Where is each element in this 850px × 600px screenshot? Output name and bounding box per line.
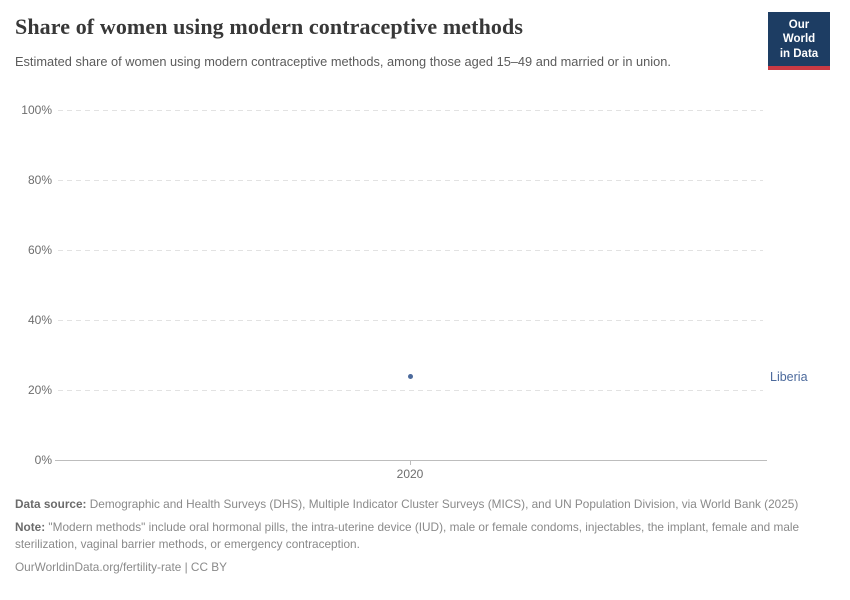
data-source-label: Data source:	[15, 497, 87, 511]
x-axis-tick	[410, 461, 411, 465]
x-axis-line	[55, 460, 767, 461]
note-line: Note: "Modern methods" include oral horm…	[15, 519, 805, 553]
entity-label-liberia[interactable]: Liberia	[770, 370, 808, 384]
y-axis-tick-label: 80%	[27, 173, 52, 187]
gridline-60	[58, 250, 763, 251]
note-text: "Modern methods" include oral hormonal p…	[15, 520, 800, 552]
page-title: Share of women using modern contraceptiv…	[15, 14, 524, 39]
gridline-80	[58, 180, 763, 181]
data-source-line: Data source: Demographic and Health Surv…	[15, 496, 805, 513]
y-axis-tick-label: 60%	[27, 243, 52, 257]
owid-logo[interactable]: Our World in Data	[768, 12, 830, 71]
y-axis-tick-label: 20%	[27, 383, 52, 397]
data-point-liberia[interactable]	[408, 374, 413, 379]
owid-logo-line2: in Data	[779, 47, 819, 60]
gridline-20	[58, 390, 763, 391]
gridline-100	[58, 110, 763, 111]
gridline-40	[58, 320, 763, 321]
y-axis-tick-label: 40%	[27, 313, 52, 327]
footer-link[interactable]: OurWorldinData.org/fertility-rate | CC B…	[15, 560, 227, 575]
note-label: Note:	[15, 520, 46, 535]
chart-footer: Data source: Demographic and Health Surv…	[15, 496, 805, 582]
y-axis-tick-label: 100%	[21, 103, 52, 117]
y-axis-tick-label: 0%	[34, 453, 52, 467]
owid-logo-line1: Our World	[782, 19, 816, 46]
x-axis-tick-label: 2020	[396, 467, 424, 481]
data-source-text: Demographic and Health Surveys (DHS), Mu…	[86, 497, 799, 511]
chart-subtitle: Estimated share of women using modern co…	[15, 54, 671, 69]
